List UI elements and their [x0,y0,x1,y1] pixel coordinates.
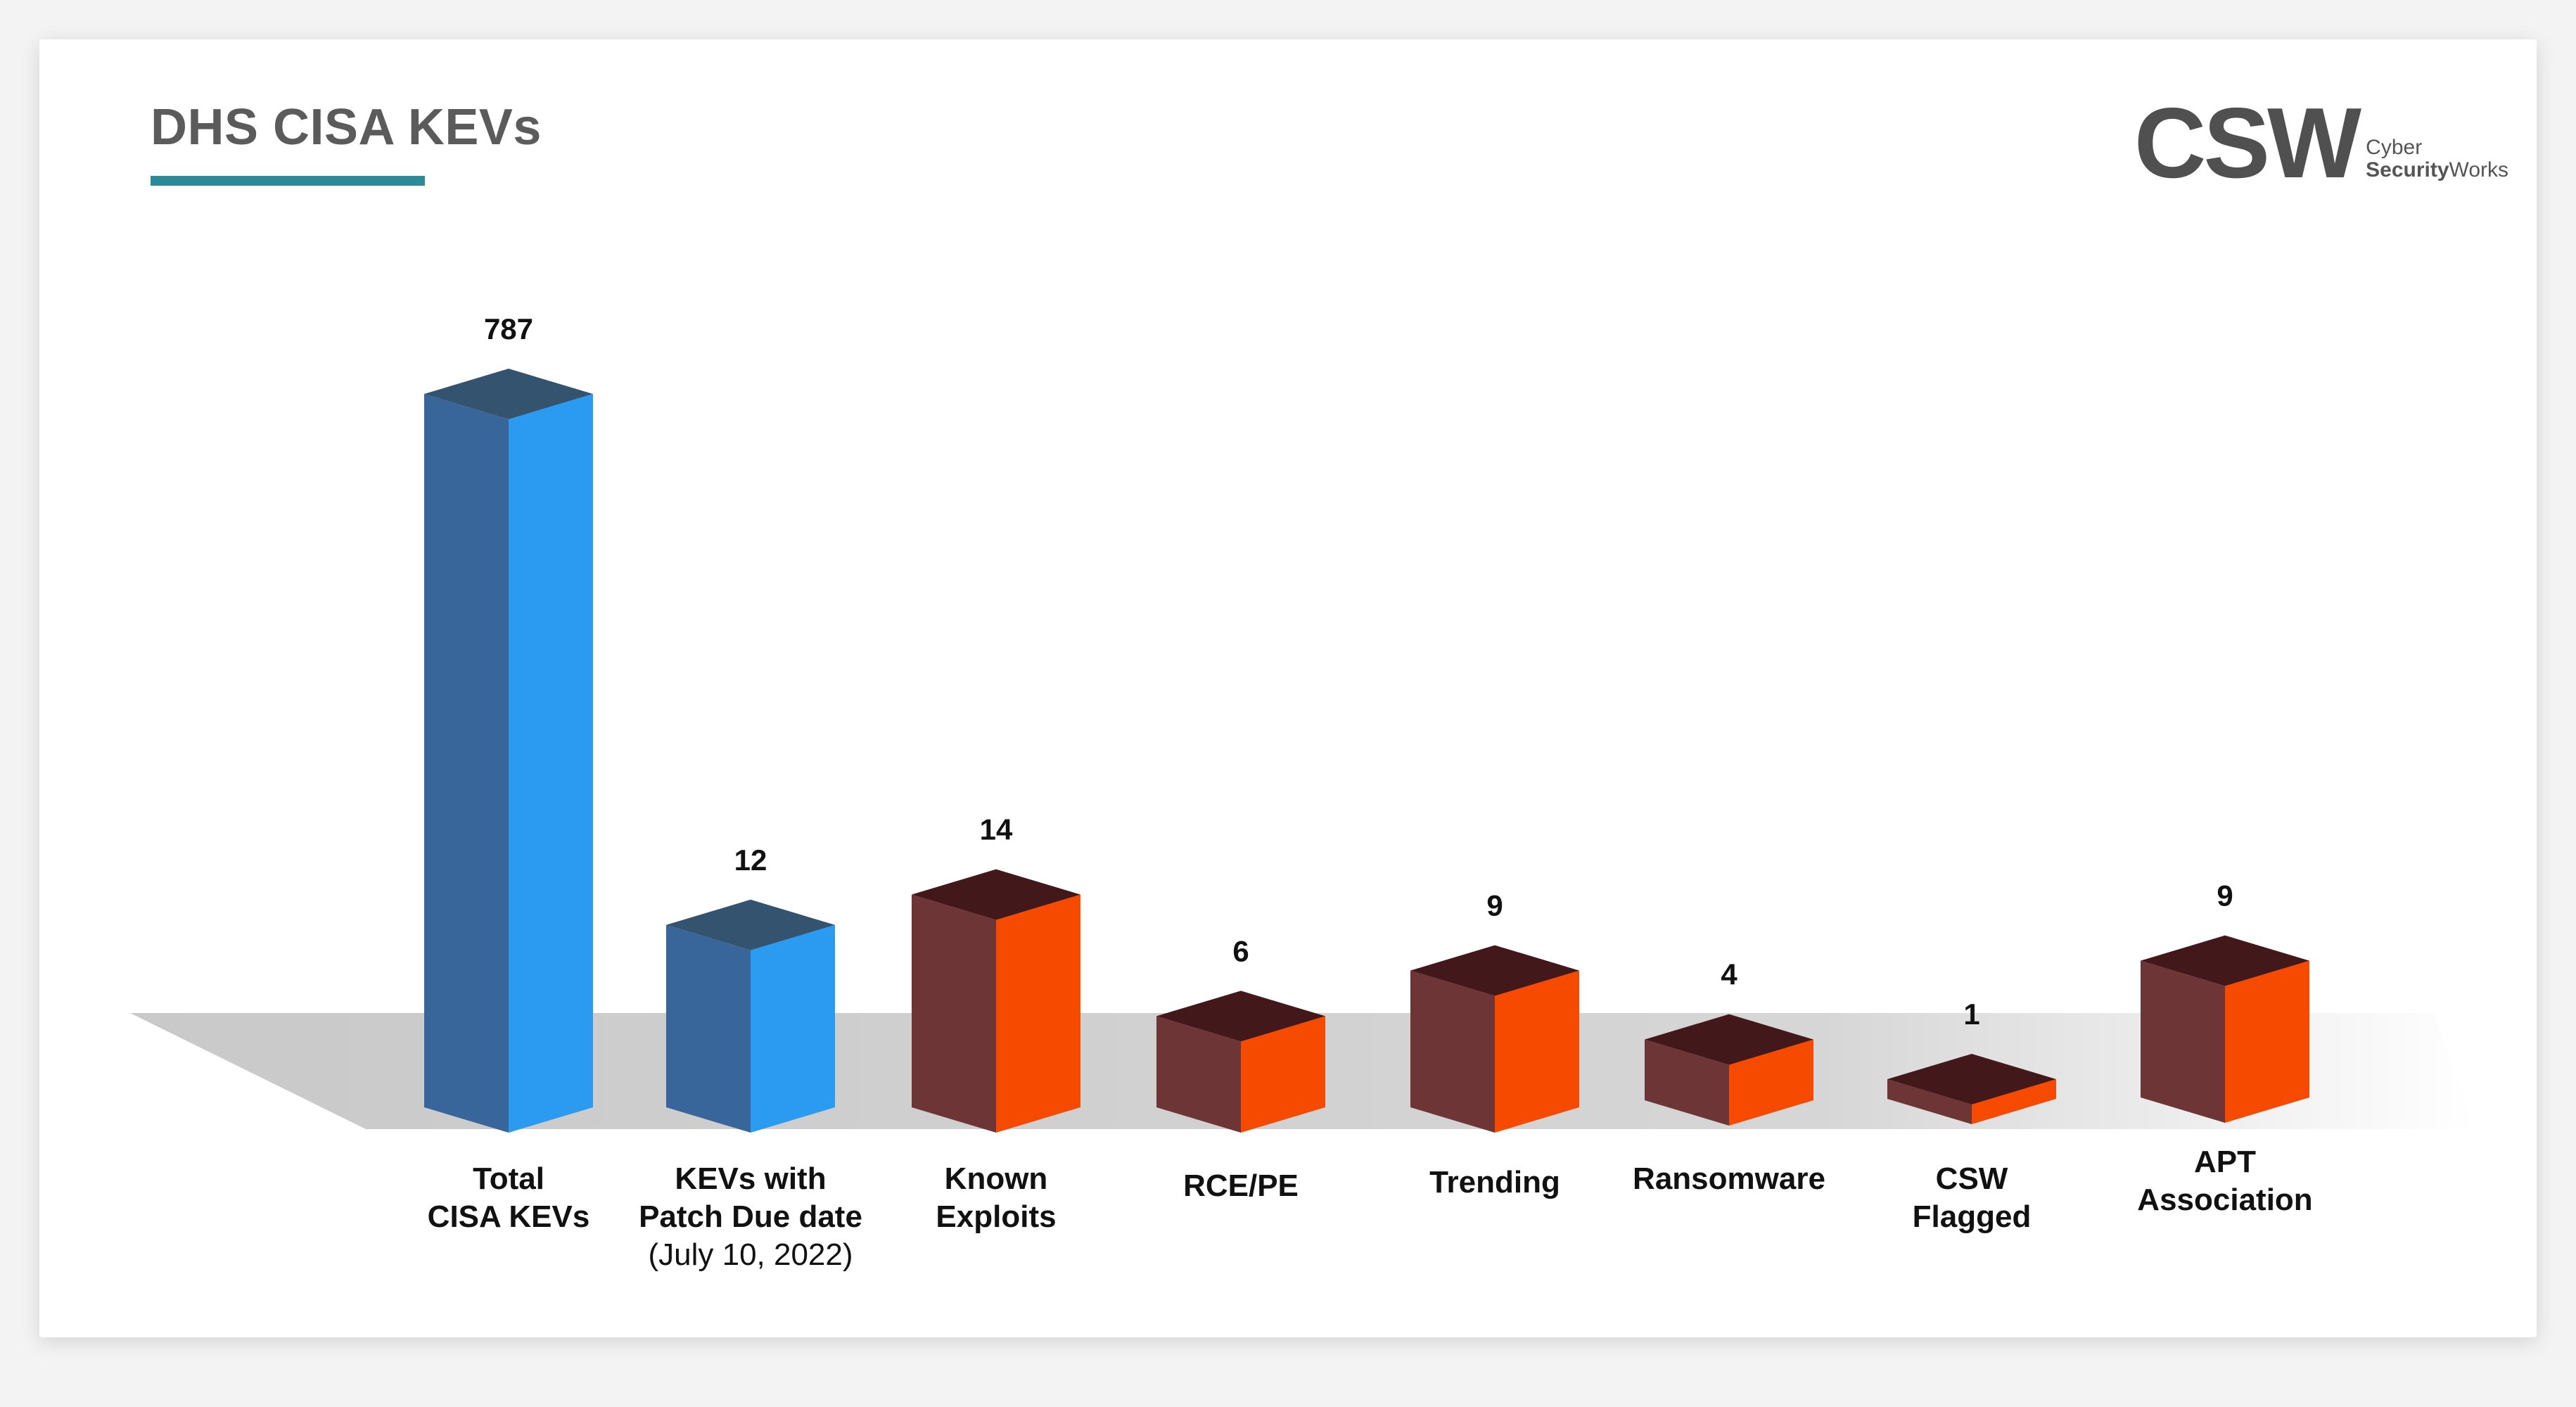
category-label-3: RCE/PE [1183,1169,1299,1203]
bar-7 [2141,935,2309,1123]
category-label-5: Ransomware [1633,1161,1825,1196]
logo-line-2-rest: Works [2449,158,2508,182]
logo-line-1: Cyber [2366,136,2423,159]
bar-front-face [912,894,996,1133]
category-label-line: Ransomware [1633,1161,1825,1196]
bar-front-face [1887,1079,1972,1124]
bar-side-face [996,894,1080,1133]
bar-4 [1410,945,1579,1133]
category-label-line: Patch Due date [639,1199,862,1234]
bar-side-face [2225,960,2309,1123]
bar-0 [424,369,593,1133]
bar-5 [1645,1014,1813,1126]
bar-6 [1887,1054,2056,1124]
logo-text: Cyber SecurityWorks [2366,136,2508,181]
value-label-6: 1 [1963,998,1979,1031]
bar-side-face [751,924,835,1133]
value-label-5: 4 [1721,958,1737,991]
bar-front-face [1645,1039,1729,1126]
category-label-line: Trending [1429,1165,1560,1199]
bar-top-face [1156,991,1325,1042]
category-label-line: CSW [1936,1161,2008,1196]
bar-1 [666,899,835,1133]
category-label-line: Association [2137,1183,2312,1217]
bar-top-face [424,369,593,419]
bar-top-face [1887,1054,2056,1104]
logo-line-2-bold: Security [2366,158,2449,182]
bar-top-face [1645,1014,1813,1065]
bar-side-face [1241,1016,1325,1133]
csw-logo: CSW Cyber SecurityWorks [2134,87,2508,200]
bar-top-face [912,869,1080,920]
title-underline [151,176,425,186]
bar-front-face [666,924,751,1133]
category-label-6: CSW Flagged [1913,1161,2032,1234]
bar-top-face [1410,945,1579,996]
bar-top-face [666,899,835,950]
bar-2 [912,869,1080,1133]
category-label-4: Trending [1429,1165,1560,1199]
logo-mark: CSW [2134,87,2361,200]
bar-top-face [2141,935,2309,986]
bar-side-face [509,394,593,1133]
category-label-line: APT [2194,1145,2256,1179]
bar-front-face [1156,1016,1241,1133]
value-label-1: 12 [734,843,767,877]
category-label-1: KEVs with Patch Due date (July 10, 2022) [639,1161,862,1272]
category-label-line: Exploits [936,1199,1056,1234]
chart-title: DHS CISA KEVs [151,99,542,155]
bar-side-face [1495,970,1579,1133]
category-label-2: Known Exploits [936,1161,1056,1234]
category-label-line: Known [945,1161,1048,1196]
bar-3 [1156,991,1325,1133]
bar-side-face [1729,1039,1813,1126]
category-label-line: (July 10, 2022) [648,1237,853,1272]
category-label-line: RCE/PE [1183,1169,1299,1203]
value-label-4: 9 [1486,889,1503,922]
value-label-2: 14 [980,813,1013,846]
category-label-7: APT Association [2137,1145,2312,1217]
value-label-3: 6 [1232,934,1249,967]
category-label-line: Flagged [1913,1199,2032,1234]
bar-front-face [424,394,509,1133]
logo-line-2: SecurityWorks [2366,158,2508,182]
bar-side-face [1972,1079,2056,1124]
value-label-7: 9 [2217,879,2233,912]
bar-front-face [2141,960,2225,1123]
bar-front-face [1410,970,1495,1133]
category-label-line: CISA KEVs [428,1199,590,1234]
value-label-0: 787 [484,312,533,345]
category-label-line: Total [473,1161,544,1196]
category-label-line: KEVs with [675,1161,826,1196]
category-label-0: Total CISA KEVs [428,1161,590,1234]
